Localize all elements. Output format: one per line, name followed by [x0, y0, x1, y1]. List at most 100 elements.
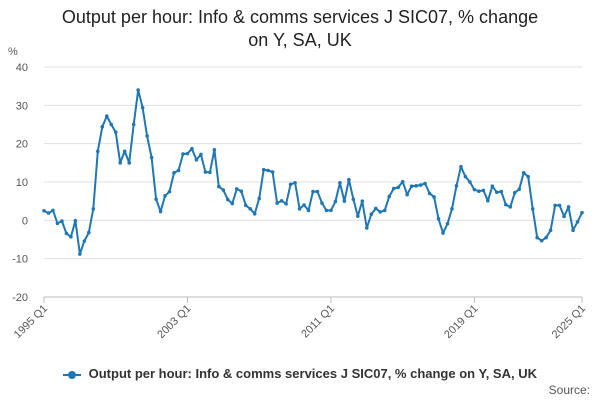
data-point[interactable]	[190, 146, 194, 151]
data-point[interactable]	[270, 170, 275, 174]
data-point[interactable]	[131, 122, 136, 127]
data-point[interactable]	[109, 122, 114, 127]
data-point[interactable]	[526, 174, 530, 179]
data-point[interactable]	[472, 187, 477, 192]
data-point[interactable]	[391, 186, 396, 191]
data-point[interactable]	[87, 230, 91, 235]
data-point[interactable]	[553, 203, 557, 208]
data-point[interactable]	[356, 214, 360, 218]
data-point[interactable]	[226, 197, 230, 202]
data-point[interactable]	[580, 210, 584, 215]
data-point[interactable]	[203, 170, 208, 174]
data-point[interactable]	[571, 228, 575, 233]
data-point[interactable]	[486, 198, 490, 203]
data-point[interactable]	[347, 177, 351, 182]
data-point[interactable]	[324, 208, 329, 213]
data-point[interactable]	[55, 221, 60, 226]
data-point[interactable]	[194, 157, 199, 162]
legend[interactable]: Output per hour: Info & comms services J…	[0, 366, 600, 381]
data-point[interactable]	[369, 212, 374, 216]
data-point[interactable]	[575, 220, 580, 224]
data-point[interactable]	[127, 161, 131, 165]
data-point[interactable]	[42, 208, 46, 213]
data-point[interactable]	[154, 197, 158, 202]
data-point[interactable]	[239, 189, 244, 193]
data-point[interactable]	[432, 195, 436, 199]
data-point[interactable]	[91, 207, 96, 211]
data-point[interactable]	[167, 189, 172, 194]
data-point[interactable]	[302, 203, 306, 207]
data-point[interactable]	[499, 189, 504, 194]
data-point[interactable]	[78, 252, 82, 256]
data-point[interactable]	[311, 189, 315, 194]
data-point[interactable]	[338, 180, 342, 185]
data-point[interactable]	[342, 199, 347, 203]
data-point[interactable]	[82, 239, 87, 243]
data-point[interactable]	[158, 209, 163, 214]
data-point[interactable]	[562, 214, 566, 219]
data-point[interactable]	[365, 226, 369, 230]
data-point[interactable]	[176, 168, 181, 173]
data-point[interactable]	[266, 168, 270, 173]
data-point[interactable]	[140, 105, 145, 110]
data-point[interactable]	[329, 208, 333, 213]
data-point[interactable]	[400, 179, 405, 184]
data-point[interactable]	[181, 152, 185, 156]
data-point[interactable]	[490, 184, 495, 189]
data-point[interactable]	[288, 182, 293, 187]
data-point[interactable]	[351, 197, 356, 202]
data-point[interactable]	[163, 194, 167, 198]
data-point[interactable]	[495, 190, 499, 195]
data-point[interactable]	[508, 205, 513, 209]
data-point[interactable]	[275, 201, 279, 205]
data-point[interactable]	[297, 207, 302, 211]
data-point[interactable]	[423, 181, 427, 186]
data-point[interactable]	[221, 188, 226, 192]
data-point[interactable]	[243, 203, 248, 208]
data-point[interactable]	[69, 235, 73, 239]
data-point[interactable]	[477, 189, 481, 193]
data-point[interactable]	[230, 201, 235, 206]
data-point[interactable]	[73, 218, 78, 223]
data-point[interactable]	[46, 211, 51, 215]
data-point[interactable]	[122, 149, 127, 154]
data-point[interactable]	[257, 196, 262, 201]
data-point[interactable]	[450, 207, 454, 211]
data-point[interactable]	[557, 203, 562, 208]
data-point[interactable]	[113, 130, 118, 134]
data-point[interactable]	[145, 134, 149, 138]
data-point[interactable]	[320, 201, 324, 205]
data-point[interactable]	[544, 235, 548, 240]
data-point[interactable]	[333, 199, 338, 204]
data-point[interactable]	[535, 235, 539, 240]
data-point[interactable]	[503, 202, 508, 207]
data-point[interactable]	[60, 219, 64, 223]
data-point[interactable]	[306, 208, 311, 213]
data-point[interactable]	[521, 171, 526, 175]
data-point[interactable]	[445, 221, 450, 226]
data-point[interactable]	[530, 207, 535, 211]
data-point[interactable]	[248, 207, 253, 211]
data-point[interactable]	[378, 210, 383, 214]
data-point[interactable]	[208, 170, 212, 175]
data-point[interactable]	[234, 187, 239, 191]
data-point[interactable]	[212, 148, 217, 152]
data-point[interactable]	[104, 114, 109, 118]
data-point[interactable]	[481, 188, 486, 193]
data-point[interactable]	[360, 199, 365, 203]
data-point[interactable]	[284, 202, 288, 206]
data-point[interactable]	[149, 155, 154, 160]
data-point[interactable]	[414, 184, 418, 188]
data-point[interactable]	[136, 88, 140, 92]
data-point[interactable]	[252, 212, 257, 216]
data-point[interactable]	[382, 208, 387, 213]
data-point[interactable]	[373, 206, 378, 211]
data-point[interactable]	[387, 194, 392, 199]
data-point[interactable]	[517, 187, 522, 192]
data-point[interactable]	[539, 238, 544, 243]
data-point[interactable]	[512, 190, 517, 195]
data-point[interactable]	[468, 180, 472, 184]
data-point[interactable]	[441, 231, 445, 235]
data-point[interactable]	[459, 164, 463, 169]
data-point[interactable]	[315, 189, 320, 194]
